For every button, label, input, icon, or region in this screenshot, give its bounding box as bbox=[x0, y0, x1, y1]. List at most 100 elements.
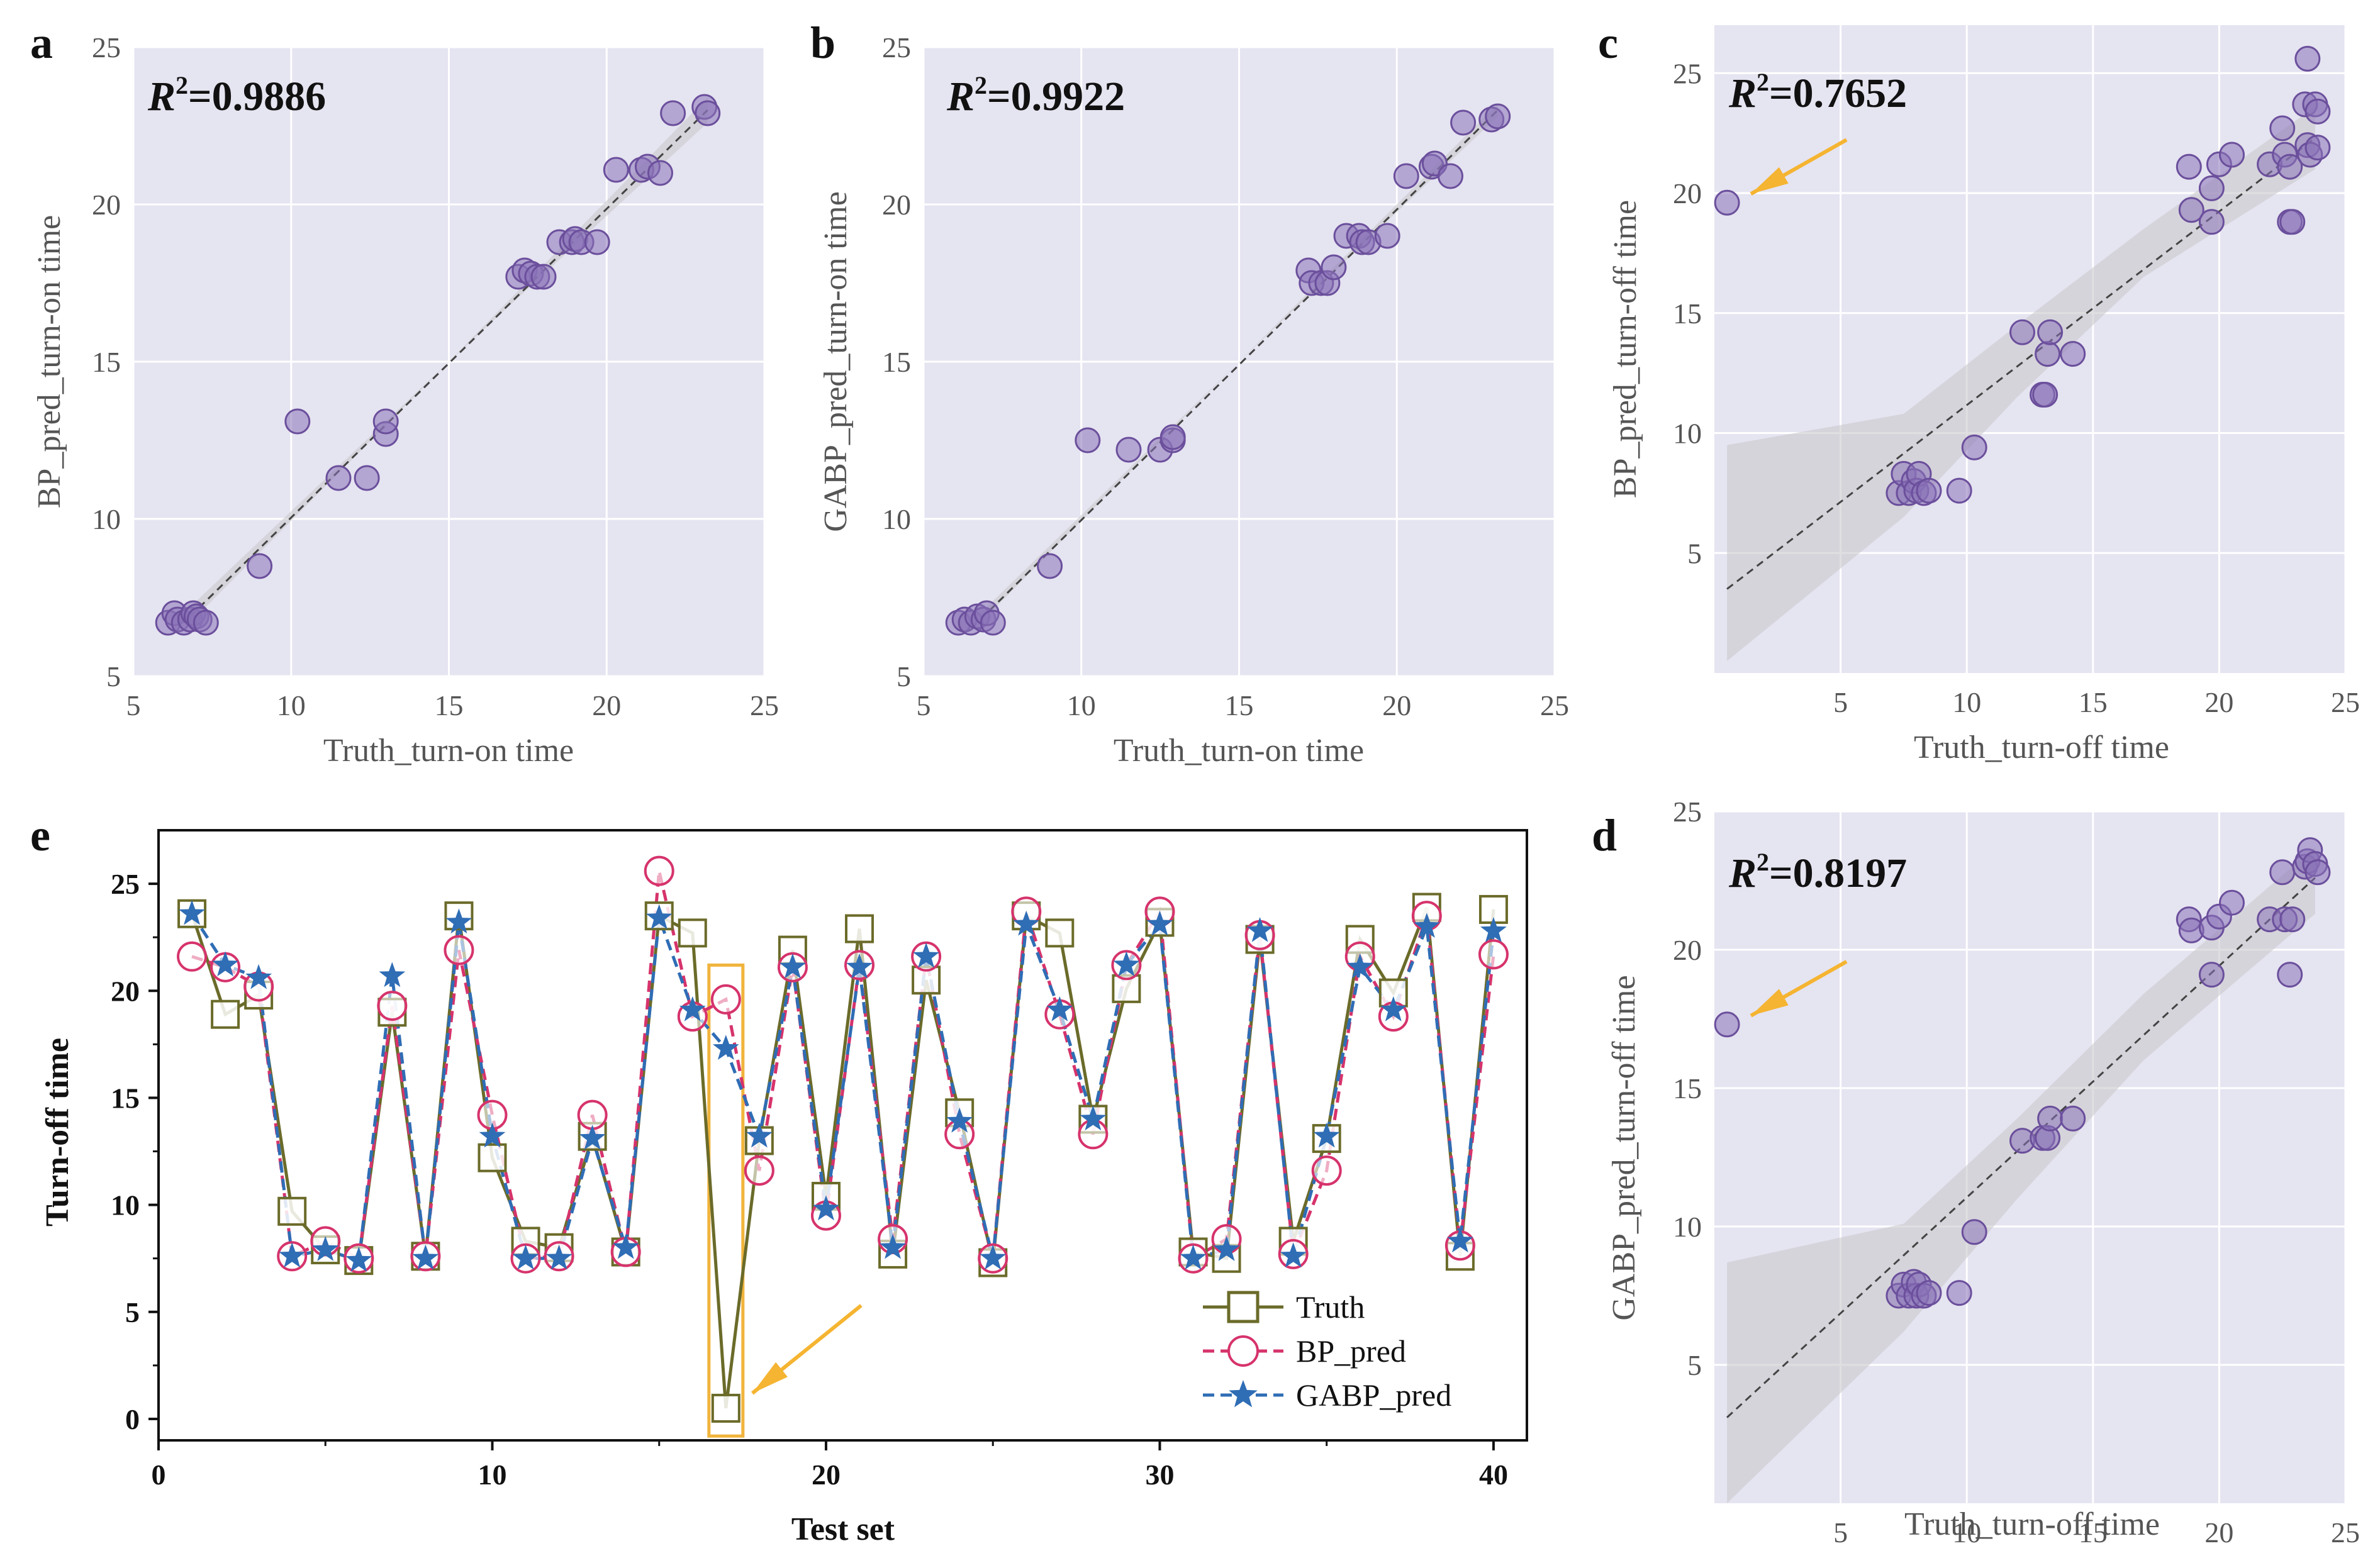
confidence-band bbox=[190, 97, 708, 623]
scatter-point bbox=[2219, 889, 2245, 916]
x-tick-label: 25 bbox=[1540, 689, 1569, 721]
y-tick-label: 20 bbox=[1673, 934, 1702, 966]
gabp-pred-marker bbox=[846, 953, 873, 979]
gabp-pred-marker bbox=[1146, 910, 1173, 936]
y-tick-label: 15 bbox=[882, 346, 911, 378]
bp-pred-marker bbox=[644, 855, 674, 886]
gridlines bbox=[1714, 25, 2347, 673]
scatter-point bbox=[1393, 163, 1419, 189]
y-tick-label: 20 bbox=[111, 975, 140, 1007]
scatter-point bbox=[695, 100, 721, 126]
x-tick-label: 15 bbox=[2079, 1516, 2108, 1549]
y-tick-label: 15 bbox=[111, 1082, 140, 1114]
gabp-pred-marker bbox=[746, 1122, 773, 1148]
y-tick-label: 10 bbox=[882, 503, 911, 535]
scatter-point bbox=[1961, 1219, 1987, 1245]
x-tick-label: 10 bbox=[277, 689, 306, 721]
y-tick-labels: 5 10 15 20 25 bbox=[1673, 796, 1702, 1381]
gabp-pred-marker bbox=[1480, 917, 1507, 942]
gabp-pred-marker bbox=[712, 1035, 739, 1060]
bp-pred-marker bbox=[377, 991, 408, 1021]
scatter-point bbox=[372, 408, 399, 435]
gabp-pred-marker bbox=[212, 951, 238, 977]
gabp-pred-marker bbox=[445, 908, 472, 934]
truth-marker bbox=[711, 1393, 740, 1423]
r2-symbol: R bbox=[1728, 850, 1757, 896]
confidence-band bbox=[1727, 106, 2315, 661]
fit-line bbox=[189, 109, 708, 618]
x-tick-label: 20 bbox=[1382, 689, 1411, 721]
bp-pred-marker bbox=[710, 984, 741, 1015]
x-tick-labels: 5 10 15 20 25 bbox=[126, 689, 779, 721]
truth-marker bbox=[478, 1143, 507, 1172]
gabp-pred-marker bbox=[1180, 1244, 1207, 1270]
plot-frame bbox=[157, 829, 1528, 1442]
scatter-point bbox=[647, 160, 673, 186]
gabp-pred-marker bbox=[545, 1244, 573, 1270]
scatter-point bbox=[2176, 153, 2202, 180]
y-tick-label: 10 bbox=[111, 1189, 140, 1221]
panel-c: 5 10 15 20 25 5 10 15 20 25 c R2=0.7652 Truth_tu… bbox=[1598, 18, 2360, 765]
scatter-points bbox=[1714, 45, 2331, 506]
scatter-point bbox=[2060, 341, 2086, 367]
outlier-arrow bbox=[1750, 960, 1848, 1018]
y-tick-label: 5 bbox=[125, 1296, 140, 1328]
x-tick-label: 5 bbox=[1833, 1516, 1848, 1549]
gabp-pred-marker bbox=[980, 1244, 1007, 1270]
y-tick-label: 25 bbox=[1673, 796, 1702, 828]
y-axis-label: BP_pred_turn-off time bbox=[1607, 200, 1643, 498]
x-tick-label: 20 bbox=[592, 689, 621, 721]
confidence-band-area bbox=[190, 97, 708, 623]
fit-line bbox=[1726, 877, 2316, 1418]
x-tick-labels: 5 10 15 20 25 bbox=[1833, 686, 2360, 718]
y-tick-label: 15 bbox=[1673, 298, 1702, 330]
scatter-point bbox=[2009, 319, 2035, 345]
scatter-point bbox=[1115, 437, 1142, 463]
confidence-band-area bbox=[1727, 106, 2315, 661]
scatter-point bbox=[2178, 197, 2204, 223]
bp-pred-marker bbox=[1311, 1155, 1342, 1186]
r2-annotation: R2=0.9886 bbox=[147, 71, 326, 120]
bp-pred-marker bbox=[177, 941, 208, 972]
truth-marker bbox=[211, 999, 240, 1029]
scatter-point bbox=[193, 609, 219, 636]
r2-superscript: 2 bbox=[1757, 68, 1769, 96]
scatter-point bbox=[980, 609, 1006, 636]
bp-pred-marker bbox=[744, 1155, 774, 1186]
y-tick-label: 15 bbox=[1673, 1072, 1702, 1104]
scatter-point bbox=[2219, 142, 2245, 168]
y-axis-label: Turn-off time bbox=[40, 1038, 75, 1226]
x-tick-label: 30 bbox=[1145, 1459, 1174, 1491]
panel-e: 0 10 20 30 40 0 5 10 15 20 25 e Test set Turn-off … bbox=[30, 810, 1528, 1547]
y-tick-labels: 5 10 15 20 25 bbox=[92, 31, 121, 693]
gabp-pred-marker bbox=[1380, 996, 1407, 1021]
y-tick-label: 20 bbox=[92, 189, 121, 221]
scatter-point bbox=[1075, 427, 1101, 453]
x-tick-label: 15 bbox=[1225, 689, 1254, 721]
y-tick-label: 5 bbox=[106, 660, 121, 693]
r2-symbol: R bbox=[946, 74, 975, 120]
r2-value: =0.7652 bbox=[1769, 70, 1907, 116]
gabp-pred-marker bbox=[1080, 1105, 1107, 1131]
panel-label: e bbox=[30, 810, 50, 860]
x-tick-label: 0 bbox=[152, 1459, 166, 1491]
scatter-point bbox=[660, 100, 686, 126]
y-tick-label: 25 bbox=[92, 31, 121, 64]
x-axis-label: Test set bbox=[791, 1511, 895, 1547]
x-tick-label: 20 bbox=[812, 1459, 841, 1491]
scatter-point bbox=[2294, 45, 2321, 72]
scatter-point bbox=[2269, 859, 2296, 886]
scatter-point bbox=[2305, 135, 2331, 161]
gabp-pred-marker bbox=[1447, 1227, 1473, 1253]
legend-item-gabp-pred: GABP_pred bbox=[1203, 1377, 1451, 1413]
bp-pred-marker bbox=[444, 935, 474, 965]
scatter-point bbox=[1946, 1280, 1972, 1306]
gabp-pred-marker bbox=[612, 1233, 639, 1259]
gabp-pred-marker bbox=[579, 1125, 606, 1150]
scatter-point bbox=[2037, 1105, 2064, 1132]
x-tick-labels: 5 10 15 20 25 bbox=[917, 689, 1570, 721]
highlight-rect bbox=[707, 963, 745, 1438]
gabp-pred-marker bbox=[379, 962, 406, 987]
legend-label: GABP_pred bbox=[1296, 1377, 1451, 1413]
legend-item-truth: Truth bbox=[1203, 1289, 1365, 1325]
